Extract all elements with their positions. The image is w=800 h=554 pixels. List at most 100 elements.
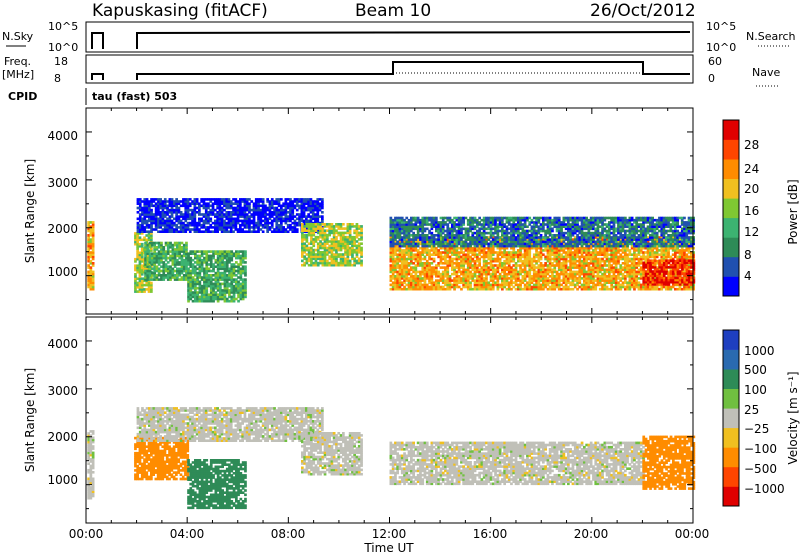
power-cell	[300, 202, 304, 205]
power-cell	[186, 204, 190, 208]
power-cell	[189, 263, 193, 266]
power-cell	[330, 242, 334, 245]
power-cell	[357, 238, 361, 241]
power-cell	[150, 238, 153, 242]
power-cell	[221, 256, 224, 260]
power-cell	[303, 225, 306, 228]
power-cell	[244, 250, 247, 253]
power-cell	[293, 200, 297, 203]
power-cell	[346, 225, 350, 228]
power-cell	[464, 279, 468, 282]
power-cell	[601, 266, 604, 269]
power-cell	[184, 208, 188, 212]
power-cell	[254, 208, 258, 212]
power-cell	[603, 246, 607, 250]
power-cell	[89, 221, 93, 224]
power-cell	[166, 267, 170, 271]
power-cell	[180, 258, 184, 262]
power-cell	[143, 204, 147, 208]
power-cell	[592, 272, 595, 276]
power-cell	[637, 277, 641, 280]
power-cell	[173, 230, 176, 233]
power-cell	[403, 240, 406, 244]
power-cell	[546, 277, 550, 280]
power-cell	[191, 200, 194, 203]
power-cell	[562, 259, 566, 263]
power-cell	[179, 226, 183, 229]
power-cell	[357, 225, 361, 228]
power-cell	[138, 208, 142, 212]
power-cell	[307, 255, 311, 258]
power-cell	[321, 244, 325, 248]
power-cell	[230, 263, 234, 266]
power-cell	[428, 266, 431, 269]
nave-tick-top: 60	[708, 55, 722, 68]
power-cell	[154, 206, 158, 210]
power-cell	[173, 217, 176, 221]
power-cell	[136, 202, 140, 205]
power-cell	[191, 217, 194, 221]
power-cell	[400, 266, 404, 269]
power-cell	[248, 211, 251, 214]
power-cell	[530, 242, 534, 246]
power-cell	[189, 265, 193, 268]
power-cell	[346, 229, 350, 232]
power-cell	[186, 206, 190, 210]
power-cell	[530, 277, 534, 280]
power-cell	[173, 200, 176, 203]
power-cell	[216, 263, 220, 266]
power-cell	[487, 285, 491, 289]
power-cell	[357, 244, 361, 248]
power-cell	[198, 206, 201, 210]
power-cell	[435, 270, 438, 274]
power-cell	[312, 231, 316, 235]
power-cell	[270, 206, 274, 210]
power-cell	[496, 270, 500, 274]
power-cell	[229, 204, 233, 208]
power-cell	[464, 281, 468, 284]
power-cell	[275, 208, 279, 212]
power-cell	[528, 262, 532, 265]
power-cell	[435, 253, 438, 256]
power-cell	[311, 217, 315, 221]
power-cell	[216, 299, 220, 303]
power-cell	[198, 211, 201, 214]
power-cell	[312, 261, 316, 265]
power-cell	[284, 221, 288, 225]
power-cell	[303, 251, 306, 254]
power-cell	[184, 200, 188, 203]
power-cell	[91, 283, 95, 287]
power-cell	[243, 200, 247, 203]
power-cell	[517, 249, 520, 252]
power-cell	[501, 279, 504, 282]
power-cell	[204, 213, 208, 216]
power-cell	[225, 252, 229, 255]
power-cell	[175, 228, 178, 231]
power-cell	[351, 223, 354, 226]
power-cell	[351, 246, 354, 250]
power-cell	[448, 255, 452, 259]
power-cell	[619, 266, 623, 269]
power-cell	[396, 283, 399, 287]
power-cell	[410, 262, 413, 265]
power-cell	[476, 281, 479, 284]
power-cell	[639, 266, 643, 269]
power-cell	[189, 291, 193, 294]
power-cell	[507, 281, 511, 284]
power-cell	[134, 257, 137, 261]
power-cell	[282, 219, 285, 223]
power-cell	[209, 286, 213, 290]
power-cell	[439, 285, 443, 289]
power-cell	[471, 266, 475, 269]
power-cell	[351, 244, 354, 248]
power-cell	[91, 223, 95, 226]
power-cell	[244, 271, 247, 275]
power-cell	[351, 263, 354, 267]
power-cell	[330, 238, 334, 241]
power-cell	[469, 249, 472, 252]
power-cell	[203, 299, 206, 303]
power-cell	[628, 275, 632, 278]
power-cell	[496, 253, 500, 256]
power-cell	[89, 270, 93, 274]
power-cell	[462, 270, 465, 274]
